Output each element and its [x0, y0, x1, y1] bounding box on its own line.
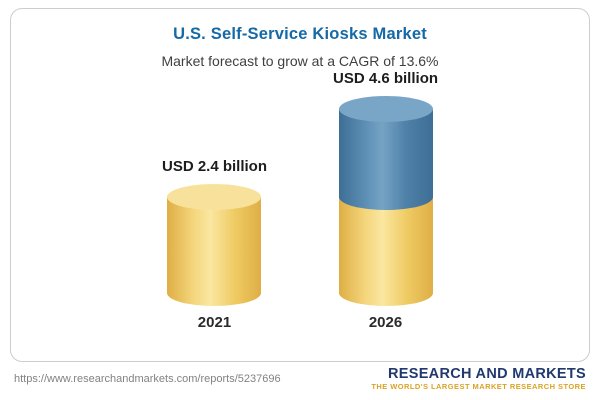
chart-card: U.S. Self-Service Kiosks Market Market f…	[10, 8, 590, 362]
value-label-2021: USD 2.4 billion	[161, 158, 267, 175]
cylinder-bottom-cap	[167, 280, 262, 306]
bar-chart: USD 2.4 billion 2021 USD 4.6 billion	[11, 70, 589, 331]
cylinder-bottom-cap	[338, 280, 433, 306]
value-label-2026: USD 4.6 billion	[333, 70, 439, 87]
bar-2026-growth-segment	[338, 96, 433, 210]
bar-group-2026: USD 4.6 billion 2026	[333, 70, 438, 331]
bar-2021-segment	[167, 184, 262, 306]
segment-junction-cap	[338, 184, 433, 210]
logo-tagline: THE WORLD'S LARGEST MARKET RESEARCH STOR…	[371, 382, 586, 392]
research-and-markets-logo: RESEARCH AND MARKETS THE WORLD'S LARGEST…	[371, 366, 586, 391]
cylinder-top-cap	[338, 96, 433, 122]
bar-group-2021: USD 2.4 billion 2021	[162, 158, 267, 331]
chart-title: U.S. Self-Service Kiosks Market	[173, 25, 427, 43]
cylinder-top-cap	[167, 184, 262, 210]
bar-2026-base-segment	[338, 197, 433, 306]
footer: https://www.researchandmarkets.com/repor…	[10, 362, 590, 400]
logo-text: RESEARCH AND MARKETS	[388, 366, 586, 383]
axis-label-2026: 2026	[368, 314, 403, 331]
axis-label-2021: 2021	[197, 314, 232, 331]
cylinder-2021	[167, 184, 262, 306]
cylinder-2026	[338, 96, 433, 306]
report-url: https://www.researchandmarkets.com/repor…	[14, 373, 281, 385]
chart-subtitle: Market forecast to grow at a CAGR of 13.…	[161, 53, 439, 69]
